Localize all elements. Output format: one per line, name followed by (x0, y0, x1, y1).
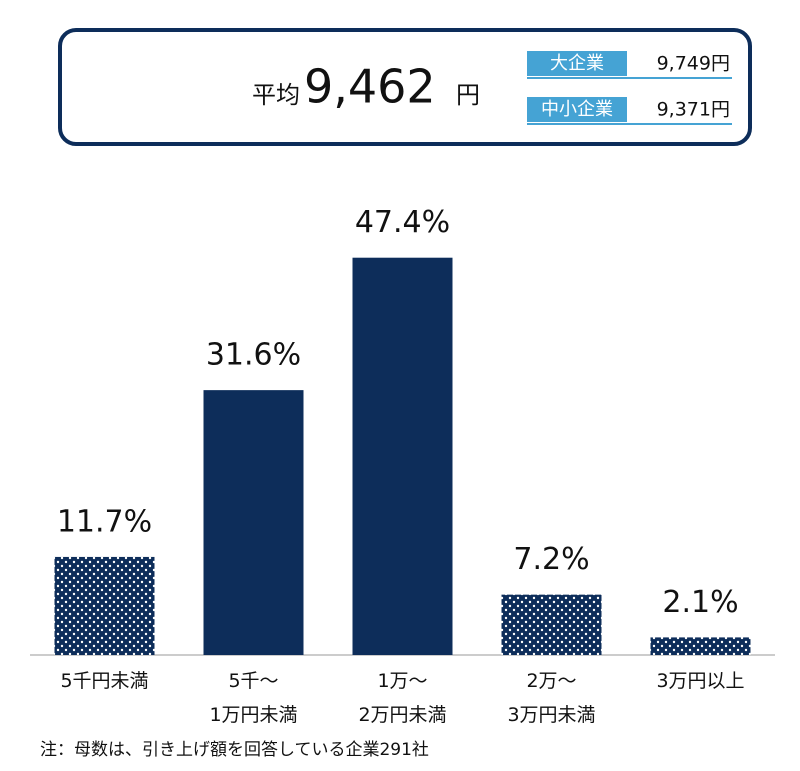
breakdown-value: 9,371円 (657, 99, 730, 121)
label-box (527, 97, 627, 122)
bar (203, 390, 304, 655)
value-label: 2.1% (662, 585, 738, 620)
bar (54, 556, 155, 655)
x-tick-label: 2万～ 3万円未満 (507, 670, 596, 726)
x-tick-label: 5千～ 1万円未満 (209, 670, 298, 726)
bar (501, 594, 602, 655)
breakdown-label: 大企業 (550, 53, 604, 74)
summary-unit: 円 (456, 81, 480, 109)
breakdown-value: 9,749円 (657, 53, 730, 75)
summary-prefix: 平均 (252, 81, 300, 109)
x-tick-label: 1万～ 2万円未満 (358, 670, 447, 726)
x-tick-label: 3万円以上 (656, 670, 745, 692)
bar (650, 637, 751, 655)
value-label: 7.2% (513, 542, 589, 577)
x-tick-label: 5千円未満 (60, 670, 149, 692)
breakdown-label: 中小企業 (541, 99, 613, 120)
value-label: 47.4% (355, 205, 450, 240)
label-box (527, 51, 627, 76)
value-label: 11.7% (57, 504, 152, 539)
value-label: 31.6% (206, 338, 301, 373)
summary-value: 9,462 (304, 60, 436, 114)
bar (352, 257, 453, 655)
note: 注：母数は、引き上げ額を回答している企業291社 (40, 740, 429, 760)
